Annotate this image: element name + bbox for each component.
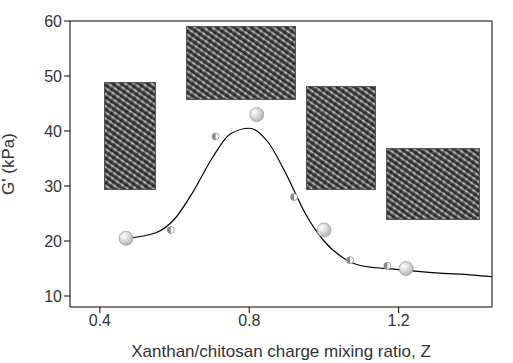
svg-text:1.2: 1.2 [388, 312, 410, 329]
svg-text:Xanthan/chitosan charge mixing: Xanthan/chitosan charge mixing ratio, Z [131, 342, 431, 361]
svg-text:40: 40 [44, 123, 62, 140]
svg-text:10: 10 [44, 288, 62, 305]
svg-text:G' (kPa): G' (kPa) [0, 133, 18, 195]
svg-text:20: 20 [44, 233, 62, 250]
svg-text:50: 50 [44, 68, 62, 85]
svg-text:0.8: 0.8 [238, 312, 260, 329]
svg-text:0.4: 0.4 [89, 312, 111, 329]
svg-text:30: 30 [44, 178, 62, 195]
svg-text:60: 60 [44, 13, 62, 30]
